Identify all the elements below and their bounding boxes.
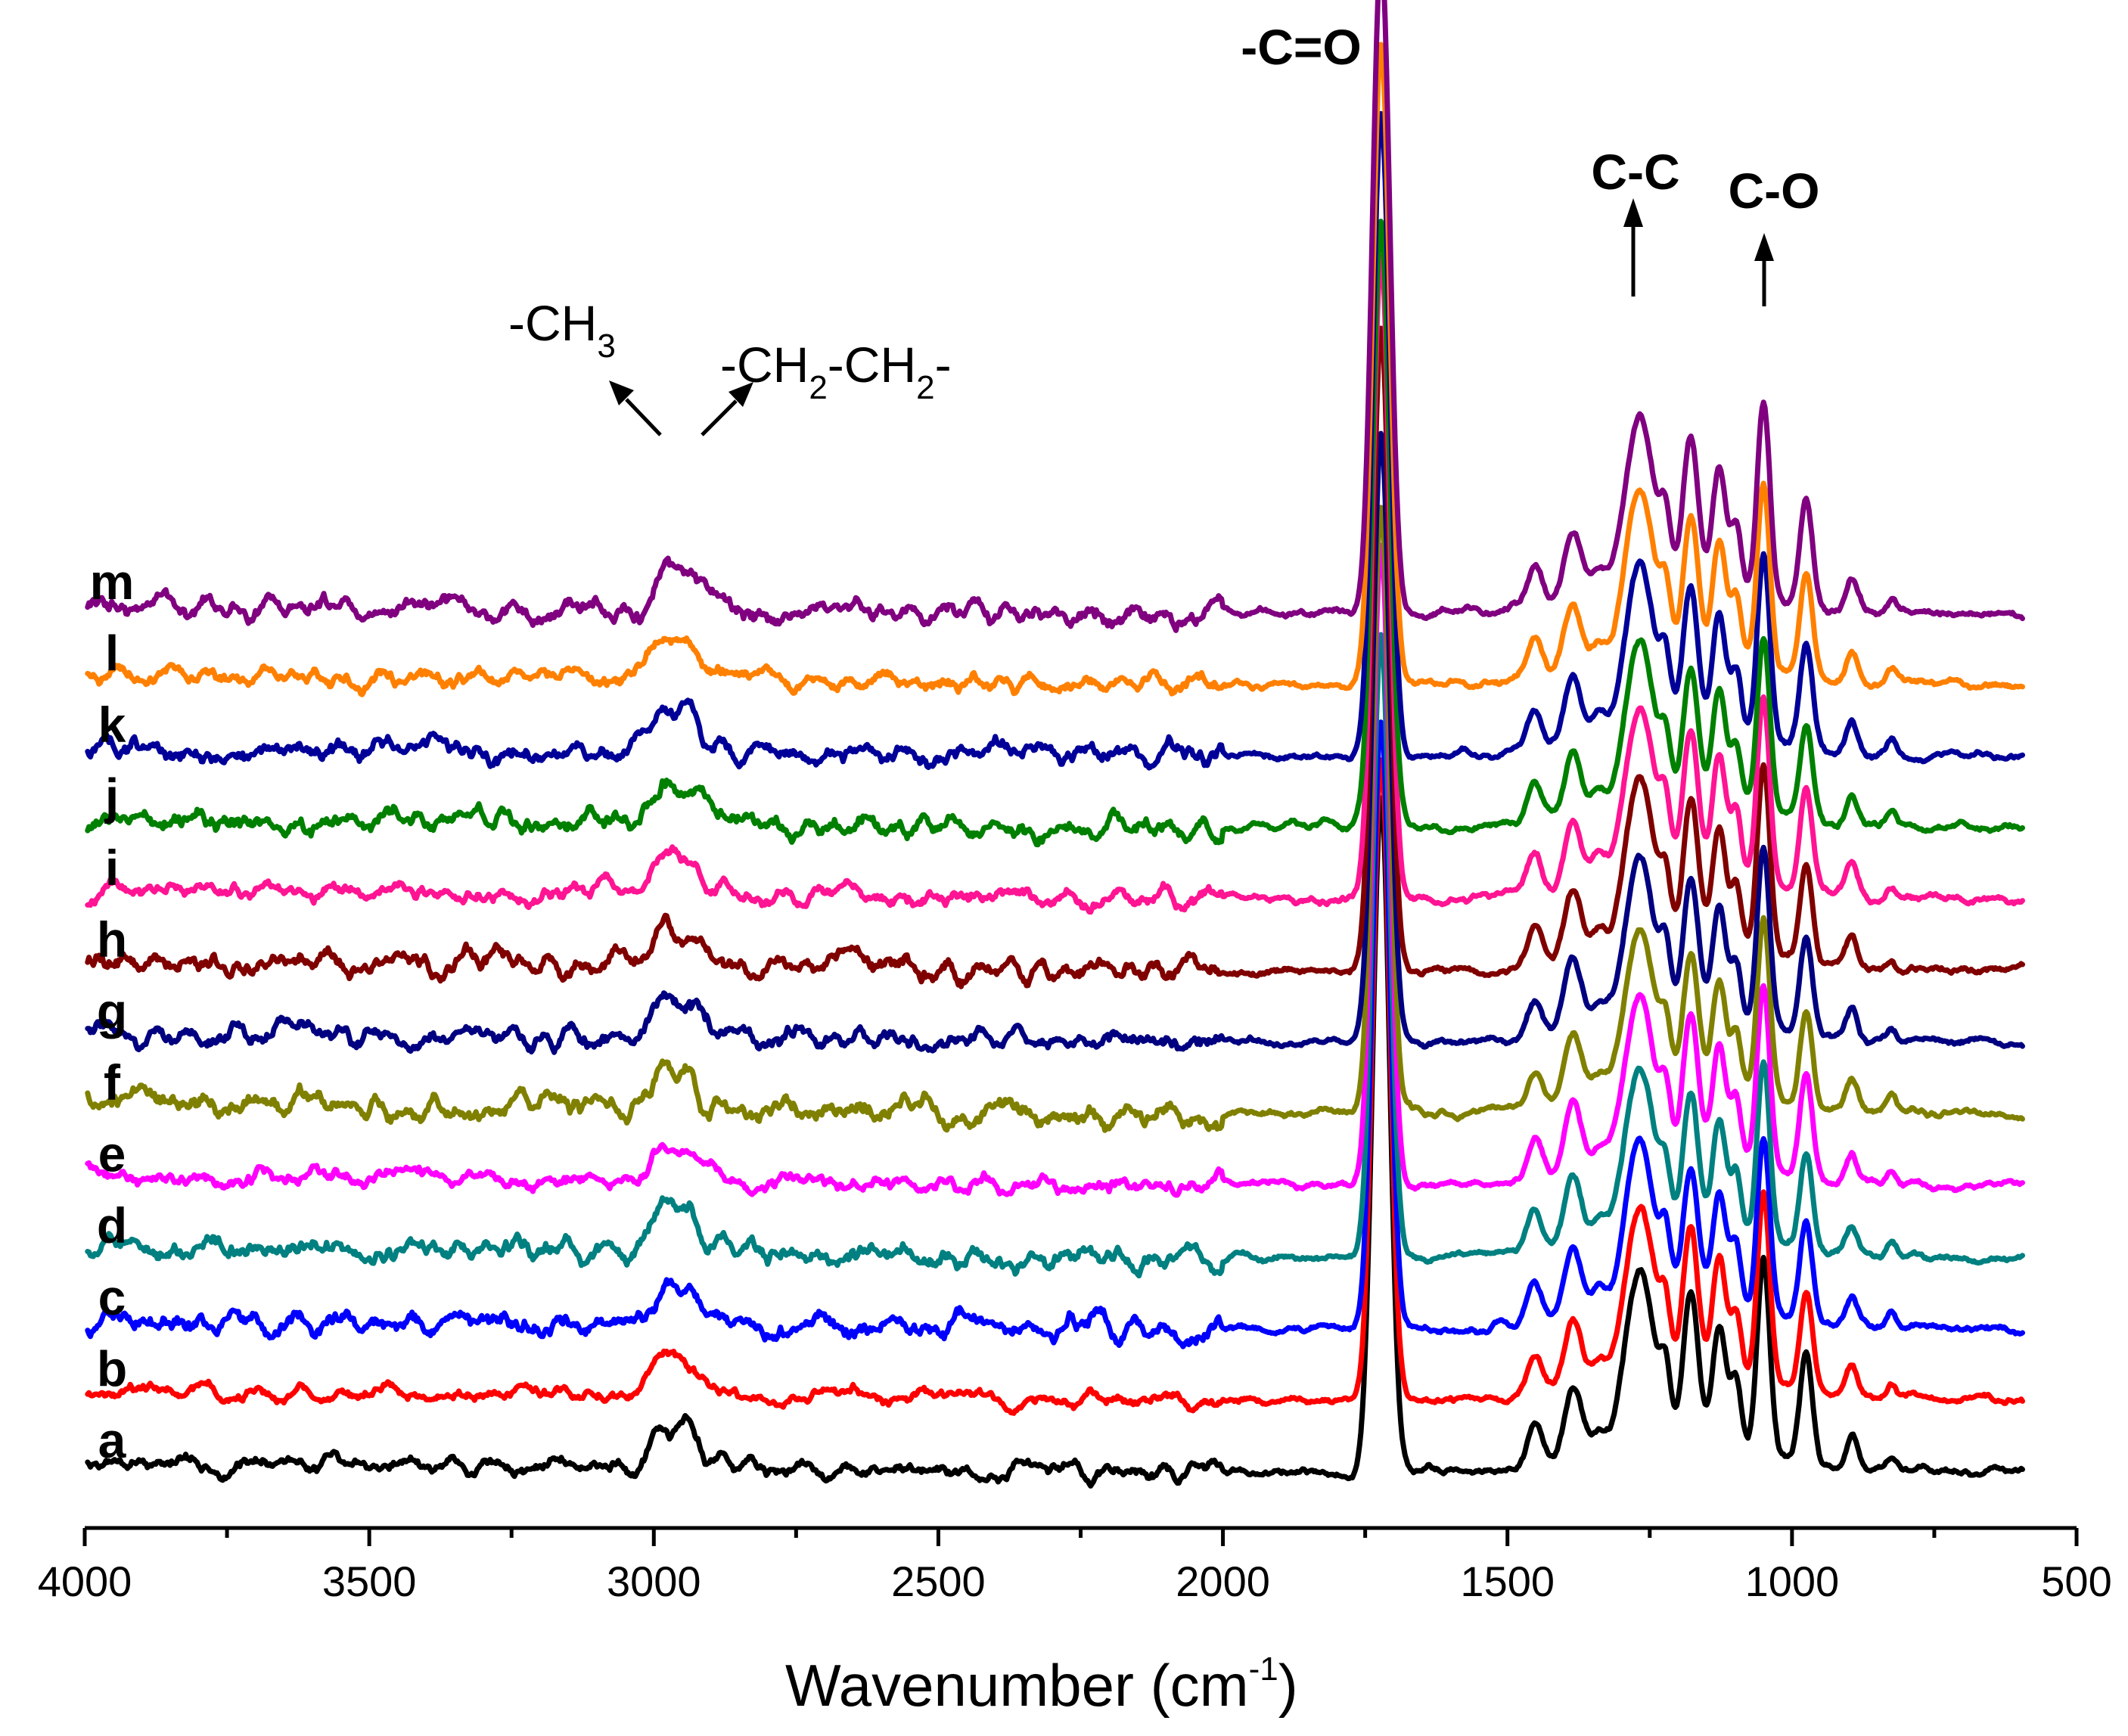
ch3-annotation: -CH3 — [508, 295, 616, 365]
curve-label-k: k — [98, 697, 126, 753]
curve-label-f: f — [104, 1054, 121, 1110]
spectrum-trace-h — [85, 325, 2025, 989]
spectra-traces — [85, 0, 2025, 1489]
spectrum-trace-g — [85, 430, 2025, 1055]
curve-label-c: c — [98, 1269, 126, 1325]
curve-label-h: h — [97, 911, 127, 967]
ch2-annotation: -CH2-CH2- — [720, 337, 952, 406]
x-tick-label: 2500 — [891, 1557, 986, 1605]
curve-label-g: g — [97, 983, 127, 1039]
spectrum-trace-d — [85, 632, 2025, 1279]
cc-arrowhead — [1623, 198, 1643, 227]
curve-label-m: m — [90, 554, 135, 610]
spectrum-trace-m — [85, 0, 2025, 633]
x-axis-ticks: 4000 3500 3000 2500 2000 1500 1000 500 — [38, 1528, 2112, 1605]
ch3-arrow — [625, 398, 662, 436]
x-axis: 4000 3500 3000 2500 2000 1500 1000 500 Wavenumb… — [38, 1526, 2112, 1719]
curve-label-d: d — [97, 1197, 127, 1253]
x-tick-label: 500 — [2041, 1557, 2111, 1605]
curve-label-l: l — [105, 625, 119, 681]
curve-label-b: b — [97, 1340, 127, 1396]
curve-label-a: a — [98, 1412, 127, 1468]
spectrum-trace-a — [85, 795, 2025, 1489]
x-tick-label: 1000 — [1745, 1557, 1840, 1605]
x-tick-label: 4000 — [38, 1557, 132, 1605]
spectrum-trace-b — [85, 757, 2025, 1416]
ch2-arrow — [701, 399, 738, 436]
spectrum-trace-i — [85, 253, 2025, 915]
curve-label-i: i — [105, 840, 119, 896]
peak-annotations: -CH3 -CH2-CH2- -C=O C-C C-O — [508, 19, 1820, 436]
curve-label-j: j — [104, 769, 119, 825]
spectrum-trace-e — [85, 542, 2025, 1198]
spectrum-trace-l — [85, 42, 2025, 697]
co-annotation: C-O — [1729, 163, 1820, 219]
spectrum-trace-f — [85, 505, 2025, 1133]
cc-annotation: C-C — [1591, 144, 1679, 200]
spectrum-trace-c — [85, 719, 2025, 1349]
spectrum-trace-j — [85, 219, 2025, 848]
x-tick-label: 3500 — [322, 1557, 417, 1605]
x-tick-label: 2000 — [1176, 1557, 1270, 1605]
spectrum-trace-k — [85, 110, 2025, 771]
x-axis-title: Wavenumber (cm-1) — [785, 1651, 1298, 1719]
x-tick-label: 3000 — [607, 1557, 701, 1605]
x-tick-label: 1500 — [1460, 1557, 1555, 1605]
curve-label-e: e — [98, 1126, 126, 1182]
ch2-arrowhead — [728, 382, 753, 407]
ch3-arrowhead — [609, 380, 634, 405]
co-double-annotation: -C=O — [1241, 19, 1362, 75]
co-arrowhead — [1754, 233, 1774, 261]
